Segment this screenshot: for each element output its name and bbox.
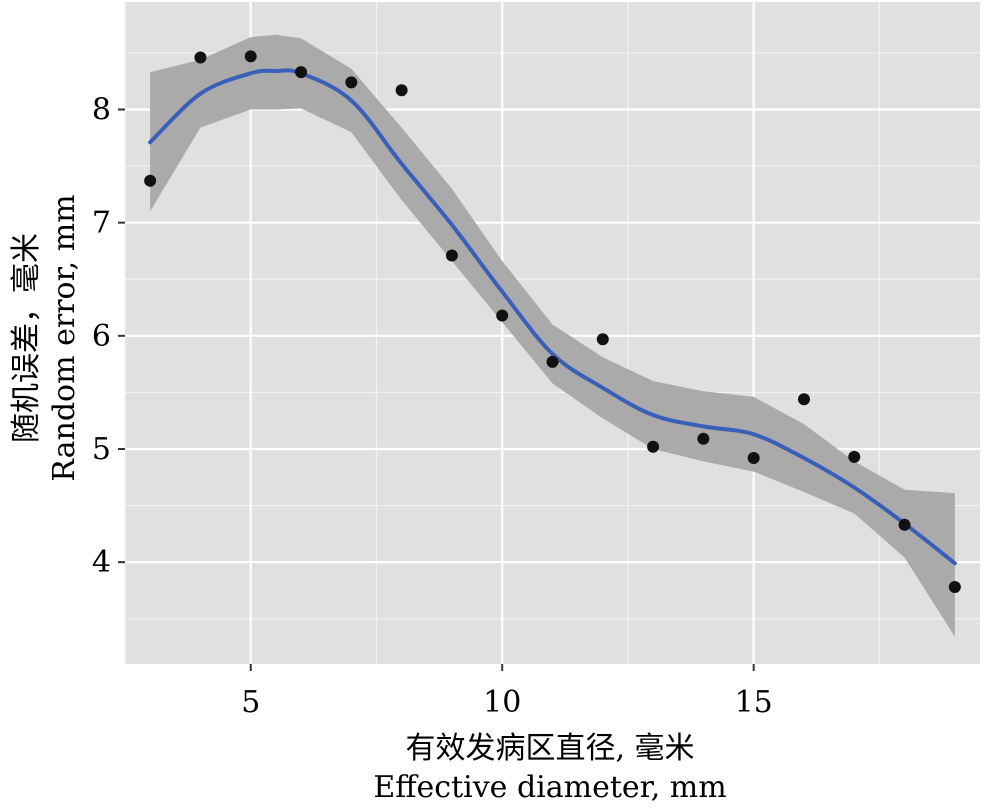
data-point [244, 50, 257, 63]
x-axis: 5 10 15 [241, 664, 773, 720]
y-tick-label: 7 [92, 206, 111, 241]
data-point [647, 440, 660, 453]
smooth-line [148, 68, 957, 566]
data-points [144, 50, 961, 594]
y-tick-label: 4 [92, 545, 111, 580]
data-point [848, 450, 861, 463]
data-point [697, 432, 710, 445]
grid-minor [124, 2, 980, 664]
data-point [496, 309, 509, 322]
data-point [797, 393, 810, 406]
data-point [194, 51, 207, 64]
x-axis-title-cn: 有效发病区直径, 毫米 [405, 731, 694, 766]
x-tick-label: 10 [483, 685, 521, 720]
data-point [395, 84, 408, 97]
data-point [345, 76, 358, 89]
data-point [898, 518, 911, 531]
confidence-band [150, 34, 955, 637]
y-axis-title-cn: 随机误差，毫米 [9, 233, 44, 443]
y-tick-label: 8 [92, 93, 111, 128]
y-axis: 4 5 6 7 8 [92, 93, 125, 580]
data-point [546, 355, 559, 368]
data-point [144, 174, 157, 187]
data-point [747, 452, 760, 465]
data-point [445, 249, 458, 262]
x-tick-label: 15 [735, 685, 773, 720]
data-point [295, 66, 308, 79]
x-tick-label: 5 [241, 685, 260, 720]
y-axis-title-en: Random error, mm [47, 194, 82, 481]
data-point [948, 581, 961, 594]
x-axis-title-en: Effective diameter, mm [373, 770, 726, 805]
y-tick-label: 5 [92, 432, 111, 467]
y-tick-label: 6 [92, 319, 111, 354]
data-point [596, 333, 609, 346]
grid-major [125, 2, 980, 664]
